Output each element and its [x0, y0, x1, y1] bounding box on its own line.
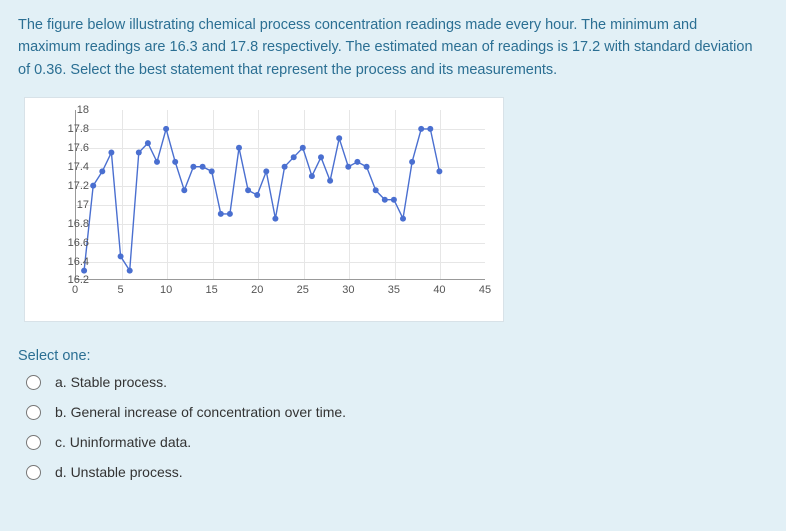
select-one-label: Select one:	[18, 348, 764, 364]
data-point	[254, 192, 260, 198]
x-tick-label: 10	[160, 284, 172, 296]
y-tick-label: 17.2	[49, 180, 89, 192]
data-point	[336, 136, 342, 142]
option-a-radio[interactable]	[26, 375, 41, 390]
chart-panel: 16.2 16.4 16.6 16.8 17 17.2 17.4 17.6 17.8 18 0 5 10…	[24, 97, 504, 322]
data-point	[99, 169, 105, 175]
data-point	[345, 164, 351, 170]
data-point	[227, 211, 233, 217]
y-tick-label: 17.6	[49, 142, 89, 154]
data-point	[309, 174, 315, 180]
data-point	[272, 216, 278, 222]
option-c[interactable]: c. Uninformative data.	[26, 434, 764, 450]
data-point	[245, 188, 251, 194]
data-point	[382, 197, 388, 203]
option-c-label: c. Uninformative data.	[55, 434, 191, 450]
y-tick-label: 16.6	[49, 237, 89, 249]
options-group: a. Stable process. b. General increase o…	[18, 374, 764, 480]
data-point	[236, 145, 242, 151]
data-point	[136, 150, 142, 156]
y-tick-label: 16.4	[49, 256, 89, 268]
data-point	[418, 126, 424, 132]
data-point	[282, 164, 288, 170]
y-tick-label: 17	[49, 199, 89, 211]
y-tick-label: 16.8	[49, 218, 89, 230]
y-tick-label: 17.4	[49, 161, 89, 173]
data-point	[263, 169, 269, 175]
x-tick-label: 35	[388, 284, 400, 296]
data-point	[81, 268, 87, 274]
data-point	[300, 145, 306, 151]
data-point	[327, 178, 333, 184]
data-point	[118, 254, 124, 260]
question-text: The figure below illustrating chemical p…	[18, 14, 764, 81]
y-tick-label: 16.2	[49, 274, 89, 286]
data-point	[409, 159, 415, 165]
option-d-radio[interactable]	[26, 465, 41, 480]
data-point	[154, 159, 160, 165]
data-point	[391, 197, 397, 203]
option-d-label: d. Unstable process.	[55, 464, 183, 480]
data-point	[364, 164, 370, 170]
data-point	[127, 268, 133, 274]
x-tick-label: 45	[479, 284, 491, 296]
x-tick-label: 5	[117, 284, 123, 296]
data-point	[436, 169, 442, 175]
option-b[interactable]: b. General increase of concentration ove…	[26, 404, 764, 420]
x-tick-label: 15	[206, 284, 218, 296]
data-point	[427, 126, 433, 132]
data-point	[209, 169, 215, 175]
x-tick-label: 30	[342, 284, 354, 296]
option-a[interactable]: a. Stable process.	[26, 374, 764, 390]
data-point	[373, 188, 379, 194]
option-b-radio[interactable]	[26, 405, 41, 420]
chart-svg	[75, 110, 485, 280]
data-point	[354, 159, 360, 165]
data-point	[172, 159, 178, 165]
x-tick-label: 25	[297, 284, 309, 296]
data-point	[108, 150, 114, 156]
x-tick-label: 40	[433, 284, 445, 296]
data-point	[163, 126, 169, 132]
y-tick-label: 17.8	[49, 123, 89, 135]
data-point	[218, 211, 224, 217]
option-d[interactable]: d. Unstable process.	[26, 464, 764, 480]
option-c-radio[interactable]	[26, 435, 41, 450]
data-point	[291, 155, 297, 161]
option-b-label: b. General increase of concentration ove…	[55, 404, 346, 420]
data-point	[190, 164, 196, 170]
data-point	[400, 216, 406, 222]
data-point	[90, 183, 96, 189]
x-tick-label: 20	[251, 284, 263, 296]
data-point	[318, 155, 324, 161]
option-a-label: a. Stable process.	[55, 374, 167, 390]
data-point	[145, 141, 151, 147]
y-tick-label: 18	[49, 104, 89, 116]
x-tick-label: 0	[72, 284, 78, 296]
data-point	[181, 188, 187, 194]
data-point	[200, 164, 206, 170]
